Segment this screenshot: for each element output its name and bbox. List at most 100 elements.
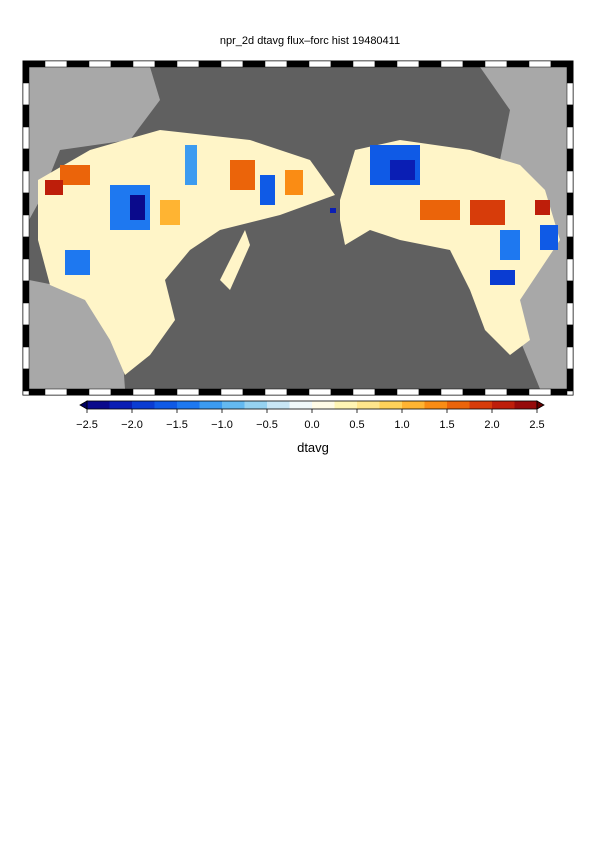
frame-segment (308, 388, 332, 396)
frame-segment (154, 388, 178, 396)
colorbar-segment (87, 401, 110, 409)
frame-segment (528, 60, 552, 68)
data-field-america (340, 140, 560, 355)
colorbar-tick-label: −1.0 (211, 419, 233, 431)
frame-segment (440, 60, 464, 68)
frame-segment (566, 82, 574, 106)
colorbar-segment (514, 401, 538, 409)
frame-segment (484, 388, 508, 396)
frame-segment (22, 192, 30, 216)
frame-segment (308, 60, 332, 68)
frame-segment (566, 148, 574, 172)
land-asia-north (29, 67, 160, 220)
frame-segment (22, 104, 30, 128)
colorbar-tick-label: 1.0 (394, 419, 409, 431)
frame-segment (566, 170, 574, 194)
map (22, 60, 574, 396)
frame-segment (352, 60, 376, 68)
frame-segment (132, 388, 156, 396)
frame-segment (440, 388, 464, 396)
colorbar-segment (447, 401, 470, 409)
colorbar-tick-label: 2.0 (484, 419, 499, 431)
frame-segment (374, 60, 398, 68)
colorbar-tick-label: −2.5 (76, 419, 98, 431)
frame-segment (566, 280, 574, 304)
colorbar-segment (154, 401, 178, 409)
data-patches (45, 145, 558, 285)
frame-segment (566, 236, 574, 260)
frame-segment (462, 60, 486, 68)
frame-segment (22, 126, 30, 150)
colorbar-tick-label: −2.0 (121, 419, 143, 431)
frame-segment (484, 60, 508, 68)
colorbar-segment (132, 401, 155, 409)
colorbar-tick-label: 1.5 (439, 419, 454, 431)
frame-segment (220, 60, 244, 68)
frame-segment (566, 192, 574, 216)
colorbar-segment (402, 401, 425, 409)
frame-segment (566, 302, 574, 326)
frame-segment (22, 390, 30, 396)
colorbar-segment (492, 401, 515, 409)
frame-segment (506, 388, 530, 396)
frame-segment (462, 388, 486, 396)
colorbar-segment (469, 401, 493, 409)
colorbar-segment (222, 401, 245, 409)
frame-segment (330, 388, 354, 396)
colorbar-segment (379, 401, 403, 409)
frame-segment (566, 324, 574, 348)
frame-segment (396, 60, 420, 68)
frame-segment (198, 60, 222, 68)
frame-segment (22, 324, 30, 348)
frame-segment (66, 388, 90, 396)
frame-segment (22, 302, 30, 326)
frame-segment (110, 388, 134, 396)
frame-segment (566, 126, 574, 150)
frame-segment (22, 148, 30, 172)
colorbar-segment (199, 401, 223, 409)
frame-segment (22, 170, 30, 194)
frame-segment (396, 388, 420, 396)
frame-segment (176, 60, 200, 68)
colorbar-tick-label: 2.5 (529, 419, 544, 431)
frame-segment (22, 214, 30, 238)
frame-segment (566, 390, 574, 396)
frame-segment (22, 60, 30, 84)
frame-segment (566, 258, 574, 282)
frame-segment (198, 388, 222, 396)
colorbar-segment (357, 401, 380, 409)
map-title: npr_2d dtavg flux–forc hist 19480411 (220, 35, 400, 47)
frame-segment (22, 280, 30, 304)
colorbar: −2.5 −2.0 −1.5 −1.0 −0.5 0.0 0.5 1.0 1.5 2.0 2.5 (76, 400, 545, 431)
frame-segment (88, 60, 112, 68)
colorbar-tick-label: 0.0 (304, 419, 319, 431)
frame-segment (566, 346, 574, 370)
frame-segment (22, 258, 30, 282)
frame-segment (566, 60, 574, 84)
frame-segment (286, 388, 310, 396)
colorbar-segment (334, 401, 358, 409)
frame-segment (330, 60, 354, 68)
frame-segment (22, 346, 30, 370)
colorbar-segment (177, 401, 200, 409)
frame-segment (566, 104, 574, 128)
frame-segment (418, 60, 442, 68)
frame-segment (418, 388, 442, 396)
frame-segment (22, 82, 30, 106)
colorbar-segment (109, 401, 133, 409)
colorbar-tick-label: −0.5 (256, 419, 278, 431)
frame-segment (22, 368, 30, 392)
frame-segment (44, 60, 68, 68)
colorbar-segment (312, 401, 335, 409)
frame-segment (566, 214, 574, 238)
frame-segment (220, 388, 244, 396)
frame-segment (88, 388, 112, 396)
data-field-kamchatka (220, 230, 250, 290)
frame-segment (110, 60, 134, 68)
frame-segment (566, 368, 574, 392)
frame-segment (528, 388, 552, 396)
colorbar-over (536, 400, 545, 410)
frame-segment (264, 388, 288, 396)
colorbar-label: dtavg (297, 440, 329, 455)
